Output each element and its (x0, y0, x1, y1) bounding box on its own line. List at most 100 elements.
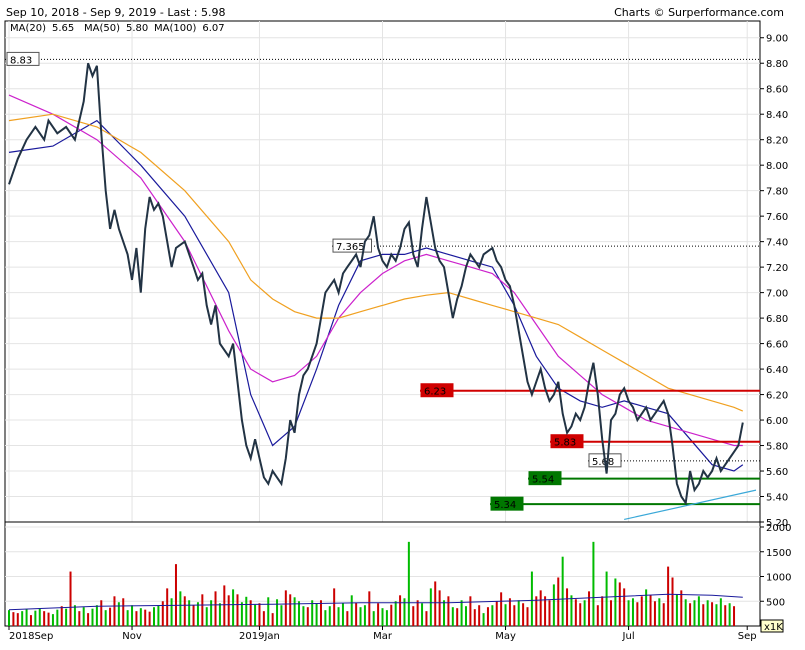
volume-bar (570, 595, 573, 626)
volume-bar (658, 598, 661, 626)
volume-bar (605, 571, 608, 626)
volume-bar (254, 604, 257, 626)
price-tick-label: 8.20 (766, 136, 788, 147)
volume-bar (390, 604, 393, 626)
volume-bar (443, 600, 446, 626)
volume-bar (276, 599, 279, 626)
price-tick-label: 6.00 (766, 416, 788, 427)
volume-bar (513, 605, 516, 626)
volume-bar (240, 602, 243, 626)
moving-average-lines (8, 94, 744, 472)
level-label: 5.68 (592, 457, 614, 468)
volume-bar (491, 605, 494, 626)
legend-ma50-name: MA(50) (84, 23, 120, 34)
volume-bar (100, 600, 103, 626)
volume-bar (236, 594, 239, 626)
level-label: 5.54 (532, 475, 554, 486)
price-tick-label: 8.60 (766, 85, 788, 96)
volume-bar (82, 607, 85, 626)
volume-bar (188, 600, 191, 626)
volume-bar (196, 602, 199, 626)
price-line (8, 62, 744, 506)
volume-bar (711, 602, 714, 626)
legend-ma20-value: 5.65 (52, 23, 74, 34)
volume-bar (583, 600, 586, 626)
price-tick-label: 8.00 (766, 161, 788, 172)
volume-bar (715, 604, 718, 626)
volume-gridlines (5, 526, 760, 602)
volume-bar (271, 613, 274, 626)
volume-bar (719, 598, 722, 626)
level-tag (490, 496, 524, 511)
volume-bar (333, 588, 336, 626)
volume-bar (539, 590, 542, 626)
level-label: 7.365 (336, 242, 365, 253)
volume-bar (34, 610, 37, 626)
volume-bar (135, 611, 138, 626)
volume-bar (653, 601, 656, 626)
volume-bar (618, 582, 621, 626)
volume-bar (73, 605, 76, 626)
volume-bar (579, 603, 582, 626)
ma-line-ma20 (8, 119, 744, 472)
x-tick-label: Mar (373, 631, 393, 642)
volume-bar (56, 609, 59, 626)
volume-bar (421, 603, 424, 626)
volume-bar (548, 600, 551, 626)
volume-bar (552, 584, 555, 626)
volume-axis: 2000 1500 1000 500 (760, 523, 791, 608)
volume-bar (399, 595, 402, 626)
price-tick-label: 7.60 (766, 212, 788, 223)
volume-bar (192, 605, 195, 626)
volume-bar (407, 541, 410, 626)
volume-tick-label: 1000 (766, 573, 791, 584)
volume-bar (324, 610, 327, 626)
volume-bar (214, 591, 217, 626)
volume-bar (412, 606, 415, 626)
x-tick-label: Nov (122, 631, 142, 642)
volume-bar (210, 600, 213, 626)
volume-bar (689, 603, 692, 626)
volume-bar (153, 607, 156, 626)
volume-bar (623, 588, 626, 626)
level-tag (528, 471, 562, 486)
volume-bar (298, 601, 301, 626)
volume-bar (267, 597, 270, 626)
volume-bar (614, 578, 617, 626)
trendline (624, 489, 757, 521)
x-axis: 2018Sep Nov 2019Jan Mar May Jul Sep (8, 626, 757, 642)
volume-bar (557, 577, 560, 626)
volume-bar (403, 598, 406, 626)
volume-bar (464, 606, 467, 626)
volume-bar (522, 603, 525, 626)
volume-bar (78, 611, 81, 626)
volume-bar (706, 600, 709, 626)
volume-bar (245, 596, 248, 626)
price-tick-label: 5.60 (766, 467, 788, 478)
volume-bar (363, 605, 366, 626)
volume-bar (385, 610, 388, 626)
volume-bar (482, 613, 485, 626)
volume-bar (47, 612, 50, 626)
volume-bar (16, 613, 19, 626)
volume-bar (284, 590, 287, 626)
volume-bar (60, 606, 63, 626)
volume-bar (157, 605, 160, 626)
volume-bar (337, 607, 340, 626)
volume-bar (486, 607, 489, 626)
volume-bar (117, 602, 120, 626)
volume-bar (377, 603, 380, 626)
volume-bar (227, 595, 230, 626)
volume-bar (311, 600, 314, 626)
volume-bar (609, 600, 612, 626)
volume-bar (179, 591, 182, 626)
volume-bar (148, 611, 151, 626)
price-axis: 9.00 8.80 8.60 8.40 8.20 8.00 7.80 7.60 7.40 7.20… (760, 34, 788, 529)
date-range-label: Sep 10, 2018 - Sep 9, 2019 - Last : 5.98 (6, 6, 225, 19)
volume-bar (144, 609, 147, 626)
x-tick-label: 2018Sep (9, 631, 53, 642)
volume-bar (478, 605, 481, 626)
volume-bar (592, 541, 595, 626)
volume-bar (359, 607, 362, 626)
volume-bar (434, 581, 437, 626)
